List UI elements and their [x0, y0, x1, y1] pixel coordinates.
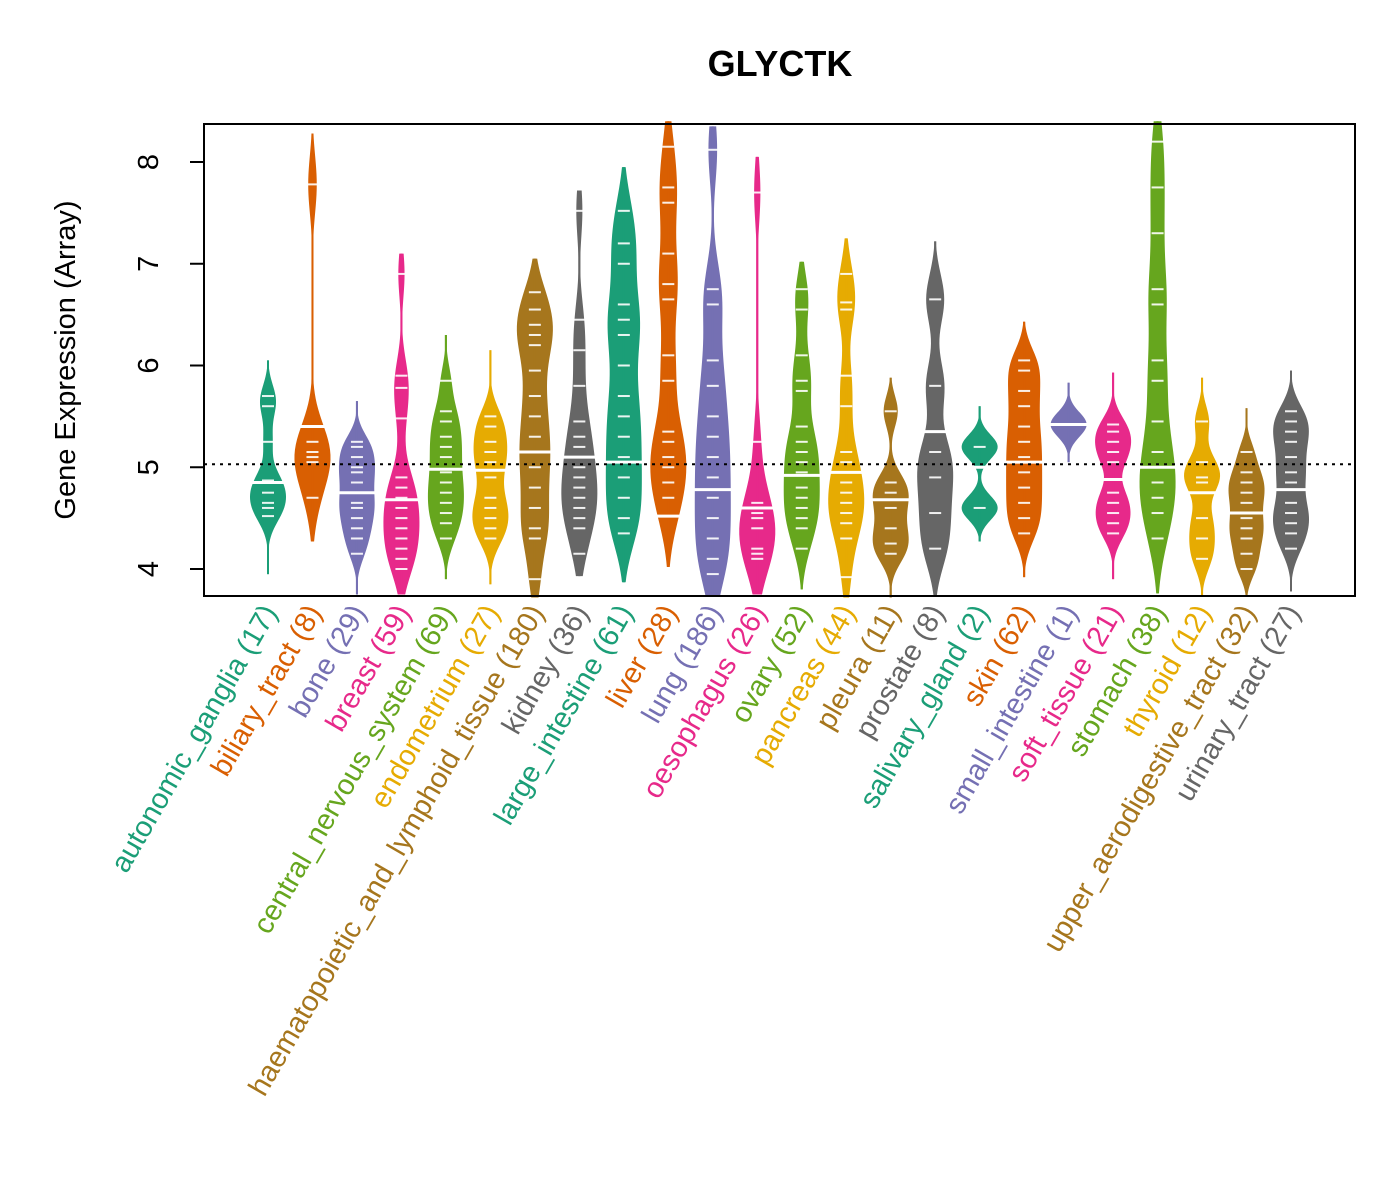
bean-pleura	[870, 377, 911, 598]
bean-central_nervous_system	[425, 334, 466, 580]
y-tick-label: 7	[133, 256, 165, 272]
bean-small_intestine	[1048, 382, 1089, 463]
bean-autonomic_ganglia	[247, 360, 289, 575]
bean-large_intestine	[603, 167, 644, 583]
bean-breast	[381, 253, 422, 595]
bean-lung	[692, 126, 733, 597]
bean-prostate	[915, 241, 956, 597]
bean-biliary_tract	[292, 133, 333, 542]
bean-stomach	[1137, 121, 1178, 594]
bean-oesophagus	[737, 156, 778, 595]
bean-bone	[336, 401, 377, 595]
y-axis-label: Gene Expression (Array)	[50, 200, 82, 519]
bean-kidney	[559, 190, 600, 577]
beans-group	[247, 121, 1312, 598]
bean-ovary	[781, 261, 822, 590]
y-tick-label: 6	[133, 357, 165, 373]
bean-salivary_gland	[959, 406, 1000, 542]
bean-skin	[1004, 321, 1045, 578]
y-axis: 4 5 6 7 8	[133, 154, 205, 577]
y-tick-label: 5	[133, 459, 165, 475]
y-tick-label: 8	[133, 154, 165, 170]
chart-title: GLYCTK	[708, 43, 853, 84]
bean-pancreas	[826, 238, 867, 598]
bean-liver	[648, 121, 689, 567]
bean-upper_aerodigestive_tract	[1226, 408, 1267, 597]
bean-soft_tissue	[1093, 372, 1134, 580]
y-tick-label: 4	[133, 561, 165, 577]
bean-thyroid	[1182, 377, 1223, 597]
x-axis-labels: autonomic_ganglia (17)biliary_tract (8)b…	[105, 600, 1307, 1102]
plot-frame	[203, 123, 1356, 597]
bean-endometrium	[470, 350, 511, 585]
bean-urinary_tract	[1270, 370, 1312, 592]
bean-haematopoietic_and_lymphoid_tissue	[514, 258, 555, 598]
